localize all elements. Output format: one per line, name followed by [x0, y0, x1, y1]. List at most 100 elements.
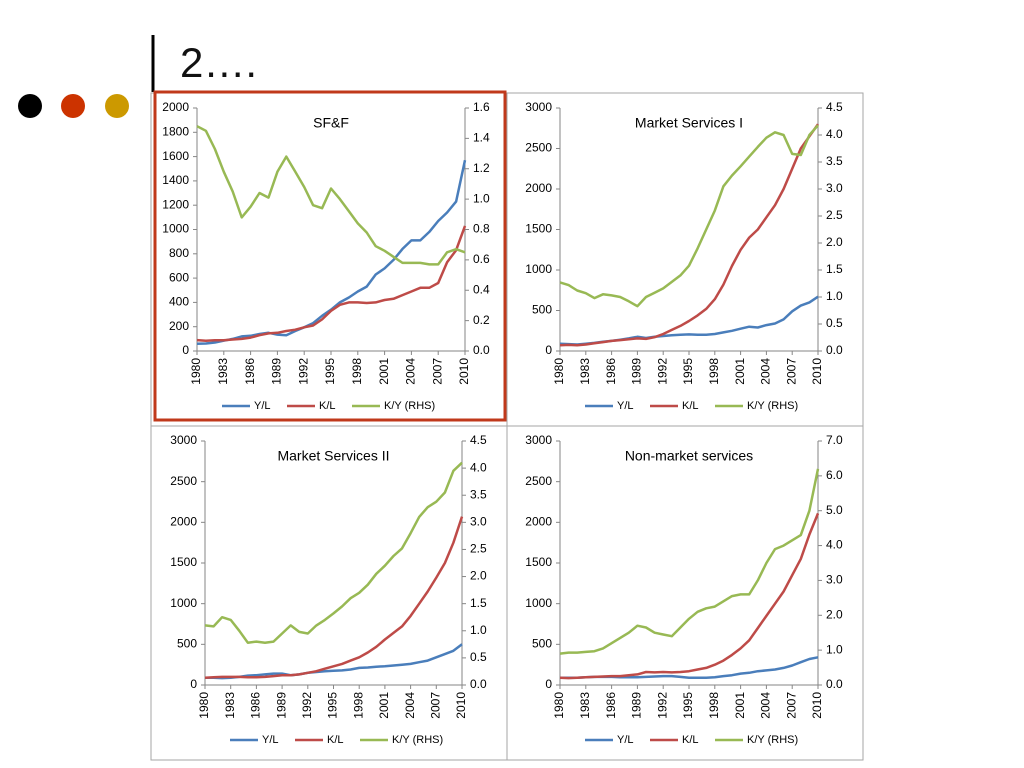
legend-label: K/L	[682, 400, 699, 412]
x-tick-label: 1980	[552, 692, 566, 719]
series-line	[204, 461, 463, 644]
y-tick-label: 500	[177, 637, 197, 651]
chart-title: Market Services I	[635, 115, 743, 131]
x-tick-label: 2004	[759, 692, 773, 719]
y2-tick-label: 3.0	[470, 515, 487, 529]
y-tick-label: 1500	[525, 555, 552, 569]
y-tick-label: 1200	[162, 197, 189, 211]
x-tick-label: 2004	[759, 358, 773, 385]
y-tick-label: 1000	[525, 262, 552, 276]
series-line	[559, 123, 820, 347]
y2-tick-label: 3.5	[470, 487, 487, 501]
x-tick-label: 1995	[681, 692, 695, 719]
y-tick-label: 500	[532, 303, 552, 317]
y-tick-label: 2500	[525, 474, 552, 488]
x-tick-label: 1983	[578, 358, 592, 385]
x-tick-label: 1989	[630, 358, 644, 385]
legend-label: K/L	[682, 734, 699, 746]
x-tick-label: 2001	[733, 692, 747, 719]
legend-label: K/Y (RHS)	[392, 734, 443, 746]
x-tick-label: 2010	[810, 692, 824, 719]
y-tick-label: 1500	[170, 555, 197, 569]
x-tick-label: 1986	[604, 358, 618, 385]
x-tick-label: 1998	[350, 358, 364, 385]
x-tick-label: 1992	[300, 692, 314, 719]
y2-tick-label: 2.0	[470, 569, 487, 583]
x-tick-label: 1995	[681, 358, 695, 385]
chart-title: Market Services II	[277, 448, 389, 464]
x-tick-label: 2007	[430, 358, 444, 385]
y-tick-label: 2000	[170, 515, 197, 529]
y2-tick-label: 3.0	[826, 181, 843, 195]
legend-label: K/L	[319, 400, 336, 412]
series-line	[204, 516, 464, 679]
y-tick-label: 0	[545, 343, 552, 357]
x-tick-label: 1980	[189, 358, 203, 385]
y2-tick-label: 0.6	[473, 252, 490, 266]
y-tick-label: 1800	[162, 124, 189, 138]
legend-label: K/Y (RHS)	[747, 734, 798, 746]
series-line	[205, 643, 463, 680]
y2-tick-label: 0.0	[826, 677, 843, 691]
y-tick-label: 600	[169, 270, 189, 284]
y2-tick-label: 0.2	[473, 313, 490, 327]
x-tick-label: 1983	[578, 692, 592, 719]
x-tick-label: 2001	[733, 358, 747, 385]
y-tick-label: 200	[169, 319, 189, 333]
x-tick-label: 2007	[784, 358, 798, 385]
y2-tick-label: 5.0	[826, 503, 843, 517]
legend-label: K/L	[327, 734, 344, 746]
y2-tick-label: 2.0	[826, 235, 843, 249]
y2-tick-label: 1.5	[826, 262, 843, 276]
y2-tick-label: 4.0	[470, 460, 487, 474]
y2-tick-label: 1.5	[470, 596, 487, 610]
x-tick-label: 1995	[323, 358, 337, 385]
x-tick-label: 1986	[243, 358, 257, 385]
y-tick-label: 1000	[525, 596, 552, 610]
y-tick-label: 2000	[525, 181, 552, 195]
x-tick-label: 2007	[428, 692, 442, 719]
y-tick-label: 2000	[525, 515, 552, 529]
y-tick-label: 400	[169, 295, 189, 309]
x-tick-label: 1992	[655, 358, 669, 385]
y2-tick-label: 4.0	[826, 127, 843, 141]
y2-tick-label: 2.5	[826, 208, 843, 222]
legend-label: Y/L	[254, 400, 271, 412]
x-tick-label: 1992	[655, 692, 669, 719]
y2-tick-label: 4.0	[826, 538, 843, 552]
legend-label: K/Y (RHS)	[747, 400, 798, 412]
chart-title: Non-market services	[625, 448, 753, 464]
legend-label: Y/L	[262, 734, 279, 746]
x-tick-label: 1989	[270, 358, 284, 385]
x-tick-label: 1983	[223, 692, 237, 719]
series-line	[196, 225, 467, 342]
y2-tick-label: 0.5	[826, 316, 843, 330]
chart-title: SF&F	[313, 115, 349, 131]
y2-tick-label: 0.0	[826, 343, 843, 357]
slide-title: 2….	[180, 39, 257, 86]
x-tick-label: 1989	[274, 692, 288, 719]
y2-tick-label: 4.5	[826, 100, 843, 114]
x-tick-label: 1998	[351, 692, 365, 719]
y2-tick-label: 0.0	[473, 343, 490, 357]
y-tick-label: 1000	[162, 222, 189, 236]
x-tick-label: 1998	[707, 692, 721, 719]
y-tick-label: 800	[169, 246, 189, 260]
x-tick-label: 2007	[784, 692, 798, 719]
y2-tick-label: 1.2	[473, 161, 490, 175]
x-tick-label: 1986	[604, 692, 618, 719]
y2-tick-label: 0.8	[473, 222, 490, 236]
y2-tick-label: 7.0	[826, 433, 843, 447]
dot	[105, 94, 129, 118]
y2-tick-label: 1.0	[470, 623, 487, 637]
y-tick-label: 1000	[170, 596, 197, 610]
legend-label: K/Y (RHS)	[384, 400, 435, 412]
y-tick-label: 2500	[170, 474, 197, 488]
y2-tick-label: 0.0	[470, 677, 487, 691]
y2-tick-label: 2.0	[826, 607, 843, 621]
x-tick-label: 2004	[403, 692, 417, 719]
y2-tick-label: 0.4	[473, 282, 490, 296]
x-tick-label: 2004	[404, 358, 418, 385]
